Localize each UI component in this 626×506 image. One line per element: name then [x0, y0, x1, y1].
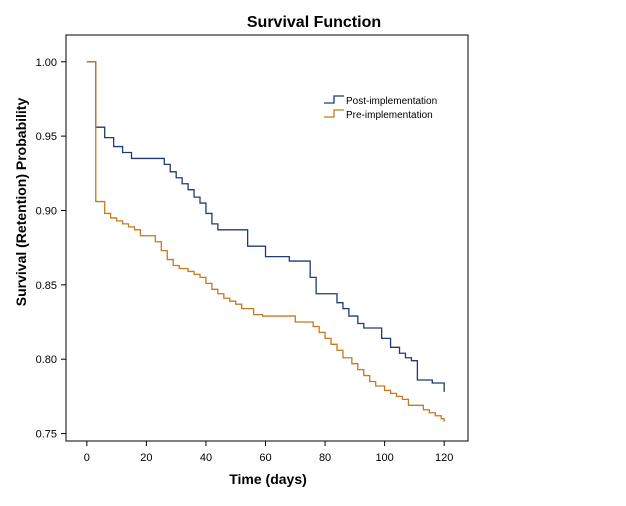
- y-tick-label: 0.90: [36, 205, 57, 217]
- x-tick-label: 60: [259, 452, 271, 464]
- legend: Post-implementation Pre-implementation: [324, 95, 437, 121]
- plot-frame: [65, 34, 469, 442]
- legend-label: Post-implementation: [346, 96, 437, 107]
- legend-swatch: [324, 109, 344, 118]
- series-layer: [86, 61, 445, 422]
- y-tick-label: 0.95: [36, 131, 57, 143]
- y-axis-label: Survival (Retention) Probability: [13, 98, 29, 307]
- x-tick-label: 20: [140, 452, 152, 464]
- legend-label: Pre-implementation: [346, 110, 433, 121]
- series-line-pre: [86, 61, 445, 422]
- y-tick-label: 0.80: [36, 354, 57, 366]
- axis-ticks: 0 20 40 60 80 100 120 0.75 0.80 0.85 0.90 0.95 1.00: [36, 57, 454, 464]
- y-tick-label: 0.75: [36, 429, 57, 441]
- x-tick-label: 0: [84, 452, 90, 464]
- x-axis-label: Time (days): [229, 471, 307, 487]
- chart-title: Survival Function: [247, 14, 381, 31]
- series-line-post: [86, 61, 445, 392]
- x-tick-label: 80: [319, 452, 331, 464]
- x-tick-label: 40: [200, 452, 212, 464]
- y-tick-label: 0.85: [36, 280, 57, 292]
- x-tick-label: 100: [375, 452, 393, 464]
- legend-swatch: [324, 95, 344, 104]
- y-tick-label: 1.00: [36, 57, 57, 69]
- x-tick-label: 120: [435, 452, 453, 464]
